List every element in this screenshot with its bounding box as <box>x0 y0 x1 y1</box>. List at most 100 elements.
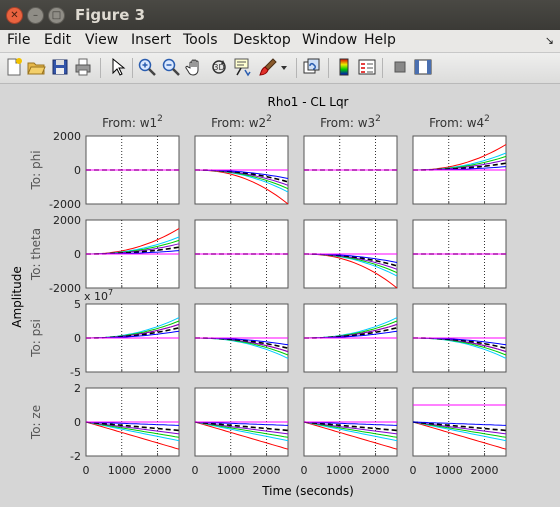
x-tick-label: 2000 <box>471 464 499 477</box>
row-label: To: phi <box>29 150 43 190</box>
title-bar: ✕ – □ Figure 3 <box>0 0 560 30</box>
column-header: From: w12 <box>102 114 163 130</box>
insert-colorbar-icon[interactable] <box>334 57 354 77</box>
subplot-3-4 <box>412 303 507 373</box>
brush-icon[interactable] <box>258 57 278 77</box>
series-line-1 <box>85 421 180 450</box>
window-title: Figure 3 <box>75 6 146 24</box>
brush-dropdown-icon[interactable] <box>279 57 289 77</box>
y-tick-label: 2000 <box>53 214 81 227</box>
subplot-1-1 <box>85 135 180 205</box>
axes-box <box>412 387 507 457</box>
link-plot-icon[interactable] <box>302 57 322 77</box>
subplot-3-2 <box>194 303 289 373</box>
series-line-4 <box>412 421 507 435</box>
maximize-window-button[interactable]: □ <box>48 7 65 24</box>
series-line-4 <box>303 421 398 435</box>
series-line-1 <box>194 421 289 450</box>
y-tick-label: -2 <box>70 450 81 463</box>
x-tick-label: 1000 <box>217 464 245 477</box>
menu-tools[interactable]: Tools <box>183 32 218 48</box>
menu-view[interactable]: View <box>85 32 119 48</box>
series-line-4 <box>85 421 180 435</box>
x-tick-label: 0 <box>192 464 199 477</box>
column-header: From: w22 <box>211 114 272 130</box>
menu-desktop[interactable]: Desktop <box>233 32 291 48</box>
close-window-button[interactable]: ✕ <box>6 7 23 24</box>
series-line-6 <box>194 421 289 426</box>
toolbar-separator <box>382 58 383 78</box>
y-tick-label: -2000 <box>49 282 81 295</box>
x-tick-label: 0 <box>301 464 308 477</box>
y-tick-label: -2000 <box>49 198 81 211</box>
show-plot-tools-icon[interactable] <box>413 57 433 77</box>
x-tick-label: 0 <box>83 464 90 477</box>
subplot-3-3 <box>303 303 398 373</box>
x-axis-label: Time (seconds) <box>261 484 354 498</box>
minimize-window-button[interactable]: – <box>27 7 44 24</box>
y-tick-label: 2 <box>74 382 81 395</box>
x-tick-label: 2000 <box>253 464 281 477</box>
subplot-3-1 <box>85 303 180 373</box>
x-tick-label: 2000 <box>362 464 390 477</box>
subplot-4-4 <box>412 387 507 457</box>
y-tick-label: -5 <box>70 366 81 379</box>
series-line-6 <box>303 421 398 426</box>
subplot-1-2 <box>194 135 289 205</box>
menu-window[interactable]: Window <box>302 32 358 48</box>
svg-text:3D: 3D <box>213 63 224 72</box>
series-line-3 <box>303 421 398 438</box>
open-file-icon[interactable] <box>26 57 46 77</box>
x-tick-label: 1000 <box>108 464 136 477</box>
x-tick-label: 2000 <box>144 464 172 477</box>
y-tick-label: 0 <box>74 164 81 177</box>
zoom-out-icon[interactable] <box>161 57 181 77</box>
toolbar-separator <box>328 58 329 78</box>
figure-title: Rho1 - CL Lqr <box>268 95 349 109</box>
menu-insert[interactable]: Insert <box>131 32 172 48</box>
column-header: From: w32 <box>320 114 381 130</box>
toolbar-separator <box>296 58 297 78</box>
series-line-3 <box>85 421 180 438</box>
pan-hand-icon[interactable] <box>185 57 205 77</box>
menu-file[interactable]: File <box>7 32 31 48</box>
print-icon[interactable] <box>73 57 93 77</box>
series-line-4 <box>194 421 289 435</box>
row-label: To: psi <box>29 319 43 358</box>
row-label: To: theta <box>29 228 43 281</box>
y-tick-label: 5 <box>74 298 81 311</box>
subplot-4-2 <box>194 387 289 457</box>
y-tick-label: 0 <box>74 332 81 345</box>
subplot-2-2 <box>194 219 289 289</box>
figure-toolbar: 3D <box>0 53 560 84</box>
menu-help[interactable]: Help <box>364 32 396 48</box>
y-axis-label: Amplitude <box>10 266 24 328</box>
zoom-in-icon[interactable] <box>137 57 157 77</box>
subplot-2-4 <box>412 219 507 289</box>
lti-step-response-figure[interactable]: Rho1 - CL Lqr Time (seconds) Amplitude From… <box>0 84 560 503</box>
series-line-6 <box>85 421 180 426</box>
x-tick-label: 0 <box>410 464 417 477</box>
menu-edit[interactable]: Edit <box>44 32 72 48</box>
toolbar-separator <box>100 58 101 78</box>
new-figure-icon[interactable] <box>4 57 24 77</box>
subplot-2-3 <box>303 219 398 289</box>
toolbar-separator <box>132 58 133 78</box>
insert-legend-icon[interactable] <box>357 57 377 77</box>
y-tick-label: 2000 <box>53 130 81 143</box>
row-label: To: ze <box>29 405 43 440</box>
hide-plot-tools-icon[interactable] <box>390 57 410 77</box>
figure-canvas: Rho1 - CL Lqr Time (seconds) Amplitude From… <box>0 84 560 503</box>
subplot-1-3 <box>303 135 398 205</box>
series-line-1 <box>412 421 507 450</box>
dock-arrow-icon[interactable]: ↘ <box>544 34 554 47</box>
x-tick-label: 1000 <box>326 464 354 477</box>
rotate-3d-icon[interactable]: 3D <box>209 57 229 77</box>
x-tick-label: 1000 <box>435 464 463 477</box>
subplot-2-1 <box>85 219 180 289</box>
data-cursor-icon[interactable] <box>233 57 253 77</box>
series-line-3 <box>194 421 289 438</box>
save-icon[interactable] <box>50 57 70 77</box>
pointer-icon[interactable] <box>107 57 127 77</box>
menu-bar: File Edit View Insert Tools Desktop Wind… <box>0 30 560 53</box>
